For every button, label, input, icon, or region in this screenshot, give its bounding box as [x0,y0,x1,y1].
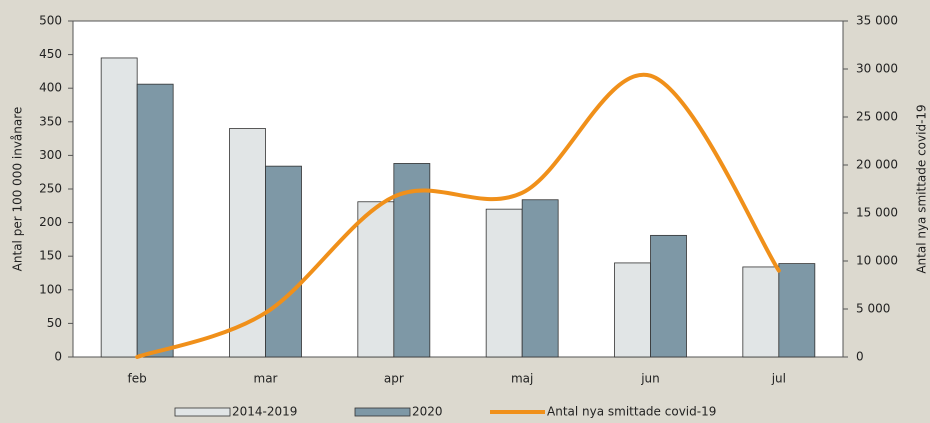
plot-area [72,20,844,358]
y2-tick-label: 10 000 [856,254,898,268]
y-tick-label: 0 [54,350,62,364]
y-axis-label: Antal per 100 000 invånare [11,107,25,272]
bar [229,128,266,358]
y2-tick-label: 0 [856,350,864,364]
y-tick-label: 350 [39,114,62,128]
x-tick-label: jun [640,372,660,386]
y-tick-label: 100 [39,282,62,296]
bar [614,262,651,358]
x-tick-label: apr [384,372,404,386]
bar [742,266,780,358]
y-tick-label: 200 [39,215,62,229]
y-tick-label: 300 [39,148,62,162]
y-tick-label: 150 [39,249,62,263]
y-tick-label: 50 [47,316,62,330]
bar [521,199,559,358]
y-tick-label: 250 [39,182,62,196]
y2-tick-label: 20 000 [856,158,898,172]
line [135,72,781,359]
y2-tick-label: 15 000 [856,206,898,220]
y2-tick-label: 5 000 [856,302,890,316]
y-tick-label: 500 [39,14,62,28]
y2-tick-label: 25 000 [856,110,898,124]
x-tick-label: feb [128,372,147,386]
x-tick-label: jul [771,372,786,386]
legend-swatch [174,407,231,417]
bar [100,57,138,358]
y-tick-label: 450 [39,47,62,61]
legend-swatch [354,407,411,417]
x-tick-label: mar [254,372,278,386]
y-tick-label: 400 [39,81,62,95]
bar [357,201,395,358]
y2-axis-label: Antal nya smittade covid-19 [915,104,929,273]
bar [485,208,523,358]
y2-tick-label: 35 000 [856,14,898,28]
bar [778,263,816,358]
bar [650,234,687,358]
bar [265,165,302,358]
bar [136,83,174,358]
legend-label: 2014-2019 [232,405,297,419]
y2-tick-label: 30 000 [856,62,898,76]
legend-label: Antal nya smittade covid-19 [547,405,716,419]
x-tick-label: maj [511,372,533,386]
legend-label: 2020 [412,405,443,419]
